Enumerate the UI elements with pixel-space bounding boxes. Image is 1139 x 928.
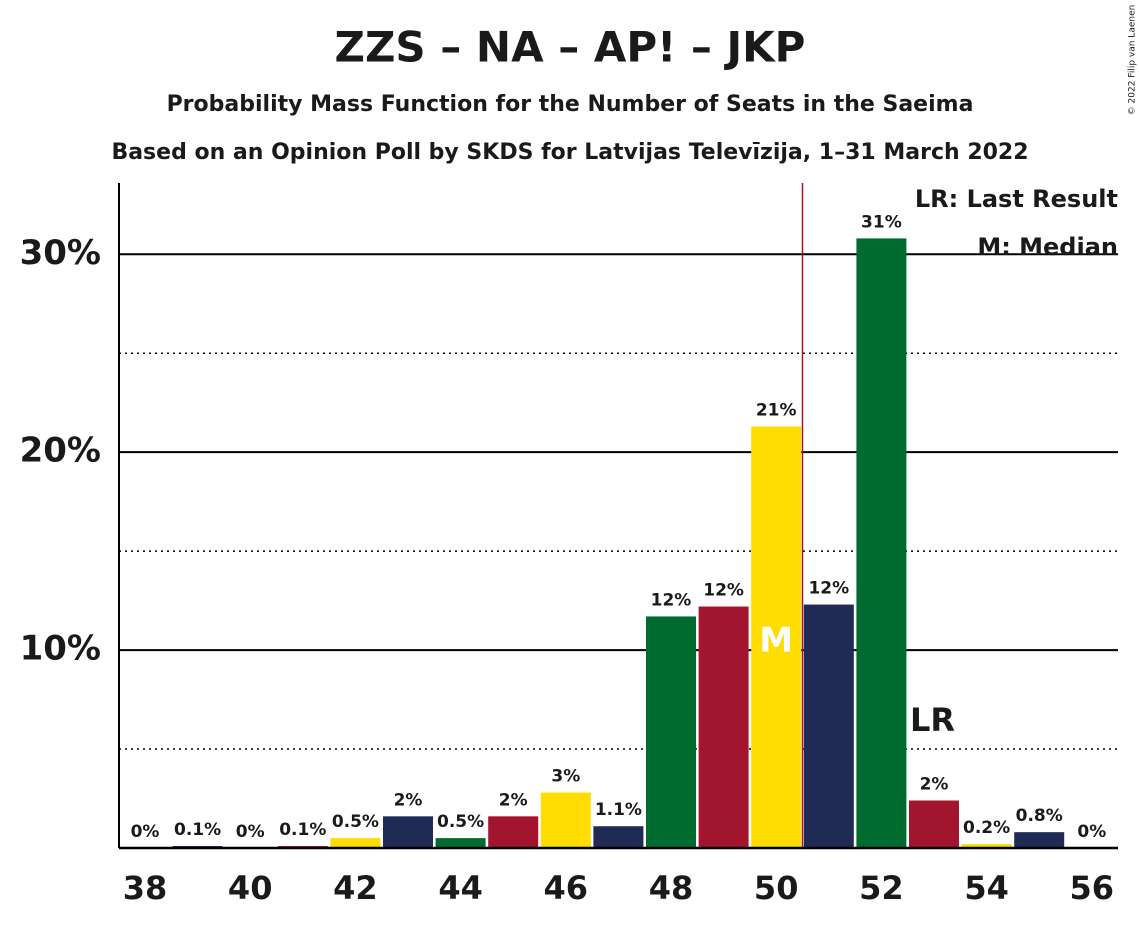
bar xyxy=(488,816,539,848)
value-label: 0% xyxy=(131,822,160,842)
x-tick-label: 52 xyxy=(859,869,904,907)
bar xyxy=(961,844,1012,848)
x-tick-label: 46 xyxy=(544,869,589,907)
bar xyxy=(383,816,433,848)
value-label: 0.2% xyxy=(963,818,1010,838)
chart-subtitle: Probability Mass Function for the Number… xyxy=(167,92,974,117)
value-label: 1.1% xyxy=(595,800,642,820)
x-tick-label: 56 xyxy=(1070,869,1115,907)
y-tick-label: 20% xyxy=(20,431,101,471)
y-tick-label: 30% xyxy=(20,233,101,273)
value-label: 2% xyxy=(394,790,423,810)
legend-entry: LR: Last Result xyxy=(915,185,1118,213)
x-tick-label: 54 xyxy=(964,869,1009,907)
bar xyxy=(540,792,591,848)
value-label: 3% xyxy=(551,767,580,787)
bar xyxy=(1014,832,1065,848)
value-label: 12% xyxy=(651,590,692,610)
median-marker: M xyxy=(759,621,793,661)
value-label: 12% xyxy=(703,581,744,601)
bar xyxy=(330,838,381,848)
value-label: 2% xyxy=(920,775,949,795)
value-label: 0% xyxy=(236,822,265,842)
y-tick-label: 10% xyxy=(20,629,101,669)
value-label: 0.5% xyxy=(332,812,379,832)
bar xyxy=(435,838,486,848)
value-label: 2% xyxy=(499,790,528,810)
value-label: 0.8% xyxy=(1016,806,1063,826)
value-label: 21% xyxy=(756,400,797,420)
last-result-marker: LR xyxy=(910,701,955,739)
chart-title: ZZS – NA – AP! – JKP xyxy=(335,23,806,72)
x-tick-label: 40 xyxy=(228,869,273,907)
value-label: 0% xyxy=(1077,822,1106,842)
copyright: © 2022 Filip van Laenen xyxy=(1128,5,1138,116)
bar xyxy=(909,800,959,848)
value-label: 31% xyxy=(861,212,902,232)
chart-subtitle: Based on an Opinion Poll by SKDS for Lat… xyxy=(111,140,1028,165)
bar xyxy=(698,606,749,848)
x-tick-label: 50 xyxy=(754,869,799,907)
x-tick-label: 44 xyxy=(438,869,483,907)
value-label: 0.1% xyxy=(279,820,326,840)
legend-entry: M: Median xyxy=(977,233,1118,261)
x-tick-label: 42 xyxy=(333,869,378,907)
x-tick-label: 48 xyxy=(649,869,694,907)
value-label: 0.5% xyxy=(437,812,484,832)
value-label: 0.1% xyxy=(174,820,221,840)
x-tick-label: 38 xyxy=(123,869,168,907)
bar xyxy=(751,426,802,848)
value-label: 12% xyxy=(808,579,849,599)
bar xyxy=(646,616,696,848)
bar xyxy=(856,238,907,848)
bar xyxy=(803,604,854,848)
bar xyxy=(593,826,644,848)
